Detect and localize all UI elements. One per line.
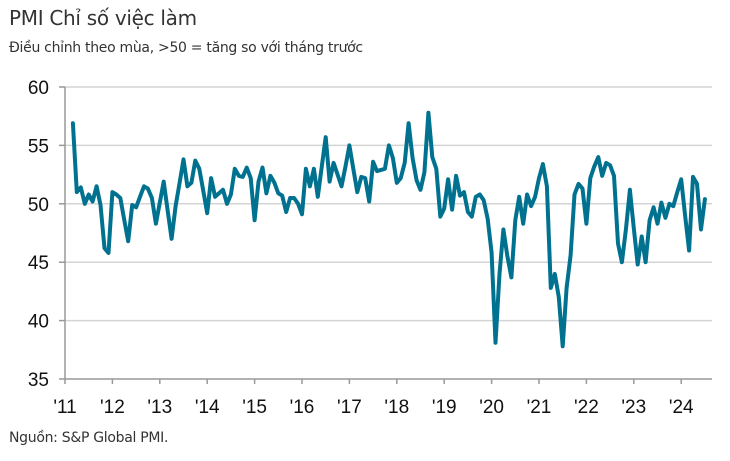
x-tick-label: '20 xyxy=(479,397,504,418)
x-tick-label: '18 xyxy=(384,397,409,418)
x-tick-label: '13 xyxy=(147,397,172,418)
axes xyxy=(59,86,712,384)
y-tick-label: 60 xyxy=(28,78,49,99)
source-note: Nguồn: S&P Global PMI. xyxy=(9,430,169,446)
y-tick-label: 35 xyxy=(28,370,49,391)
chart-title: PMI Chỉ số việc làm xyxy=(9,6,197,30)
y-tick-label: 50 xyxy=(28,195,49,216)
chart-subtitle: Điều chỉnh theo mùa, >50 = tăng so với t… xyxy=(9,40,363,56)
x-tick-label: '12 xyxy=(100,397,125,418)
x-tick-label: '24 xyxy=(669,397,694,418)
x-tick-label: '15 xyxy=(242,397,267,418)
y-tick-label: 55 xyxy=(28,136,49,157)
x-tick-label: '11 xyxy=(53,397,76,418)
x-tick-label: '16 xyxy=(290,397,315,418)
y-axis-labels: 60 55 50 45 40 35 xyxy=(28,78,49,391)
x-tick-label: '14 xyxy=(195,397,220,418)
y-tick-label: 40 xyxy=(28,312,49,333)
y-tick-label: 45 xyxy=(28,253,49,274)
x-tick-label: '21 xyxy=(527,397,552,418)
x-tick-label: '22 xyxy=(574,397,599,418)
x-axis-labels: '11 '12 '13 '14 '15 '16 '17 '18 '19 '20 '21 '22 '23 '… xyxy=(53,397,694,418)
x-tick-label: '17 xyxy=(337,397,362,418)
x-tick-label: '19 xyxy=(432,397,457,418)
series-line xyxy=(70,110,707,349)
x-tick-label: '23 xyxy=(621,397,646,418)
series-layer xyxy=(70,110,707,349)
